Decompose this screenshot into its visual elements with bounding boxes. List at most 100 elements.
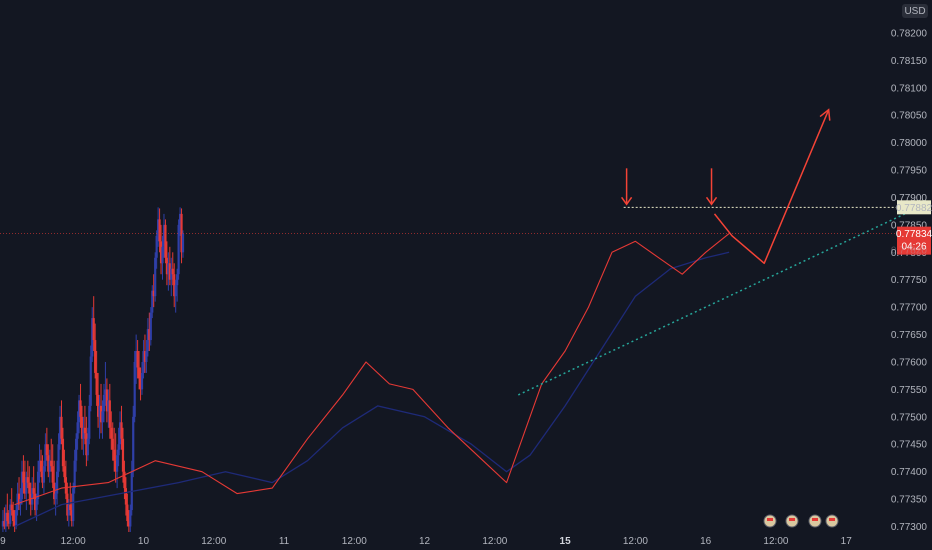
y-tick-label: 0.77500 xyxy=(891,412,928,423)
candle xyxy=(159,224,163,275)
candle xyxy=(158,208,161,253)
flag-event-icon[interactable] xyxy=(808,514,822,528)
candle-body xyxy=(38,460,41,472)
candle-body xyxy=(107,400,110,412)
candle xyxy=(104,361,107,406)
candle xyxy=(107,389,110,428)
candle-body xyxy=(104,389,107,395)
candle-body xyxy=(111,438,114,450)
x-tick-label: 17 xyxy=(841,536,853,547)
candle xyxy=(72,482,75,527)
candle xyxy=(80,405,84,450)
candle xyxy=(32,466,35,500)
candle xyxy=(143,334,147,373)
candle-body xyxy=(146,329,149,352)
x-tick-label: 12:00 xyxy=(482,536,507,547)
candle xyxy=(86,427,89,461)
y-tick-label: 0.78000 xyxy=(891,138,928,149)
candle xyxy=(180,208,183,264)
candle-body xyxy=(76,422,79,439)
event-icon-stripe xyxy=(829,518,835,521)
candle xyxy=(4,504,7,532)
candle xyxy=(116,449,119,489)
candle xyxy=(173,263,176,308)
candle xyxy=(47,444,50,478)
candle-body xyxy=(96,394,100,417)
candle-body xyxy=(72,488,75,522)
candle xyxy=(137,351,141,390)
currency-badge[interactable]: USD xyxy=(902,4,928,18)
candle-body xyxy=(67,504,70,516)
candle xyxy=(54,482,57,516)
y-tick-label: 0.77300 xyxy=(891,522,928,533)
candle xyxy=(45,427,48,461)
candle-body xyxy=(142,351,145,373)
candle-body xyxy=(121,438,125,472)
candle xyxy=(151,285,154,319)
candle-body xyxy=(162,224,166,247)
y-tick-label: 0.78100 xyxy=(891,83,928,94)
flag-event-icon[interactable] xyxy=(763,514,777,528)
candle-body xyxy=(77,400,81,423)
candle xyxy=(17,477,21,511)
candle-body xyxy=(32,488,35,494)
candle xyxy=(95,351,98,406)
candle-body xyxy=(129,510,132,527)
candle xyxy=(88,394,91,445)
y-tick-label: 0.77750 xyxy=(891,275,928,286)
candle-body xyxy=(54,493,57,500)
y-tick-label: 0.77700 xyxy=(891,303,928,314)
candle-body xyxy=(99,405,103,423)
candle-body xyxy=(26,477,29,483)
candle xyxy=(101,400,104,439)
current-tag-bg xyxy=(897,226,931,255)
candle xyxy=(58,405,62,450)
candle-body xyxy=(19,499,22,505)
candle-body xyxy=(61,438,65,467)
hidden-level-label: 0.77820 xyxy=(891,245,928,256)
candle-body xyxy=(101,411,104,423)
y-tick-label: 0.78150 xyxy=(891,56,928,67)
candle-body xyxy=(22,471,25,483)
x-tick-label: 9 xyxy=(0,536,6,547)
candle-body xyxy=(168,263,171,280)
candle xyxy=(44,433,47,472)
candle-body xyxy=(158,219,161,242)
candle xyxy=(23,460,26,500)
candle xyxy=(63,449,66,483)
candle xyxy=(170,257,173,297)
candle-body xyxy=(127,521,130,527)
candle-body xyxy=(1,521,5,527)
candle-body xyxy=(44,444,47,467)
candle xyxy=(34,482,37,516)
flag-event-icon[interactable] xyxy=(825,514,839,528)
event-icon-stripe xyxy=(789,518,795,521)
candle-body xyxy=(157,219,160,236)
candle-body xyxy=(64,477,67,494)
candle xyxy=(135,334,138,384)
axes[interactable]: 0.78200 0.78150 0.78100 0.78050 0.78000 0.779… xyxy=(0,4,932,547)
candle-body xyxy=(48,460,51,472)
candle xyxy=(136,340,139,379)
candle xyxy=(89,345,92,412)
candle-body xyxy=(17,493,21,505)
candle xyxy=(113,427,116,472)
candle-body xyxy=(167,263,170,275)
candle-body xyxy=(7,521,10,524)
candle-body xyxy=(83,427,87,434)
candle-body xyxy=(35,499,38,511)
y-tick-label: 0.77950 xyxy=(891,166,928,177)
candle xyxy=(126,493,129,527)
flag-event-icon[interactable] xyxy=(785,514,799,528)
candle-body xyxy=(66,493,69,516)
candle-body xyxy=(174,285,177,297)
candle-body xyxy=(110,427,113,439)
candle-body xyxy=(86,438,89,456)
resistance-tag-text: 0.77882 xyxy=(896,203,932,214)
candle-body xyxy=(114,460,117,472)
candle xyxy=(129,504,132,532)
candle xyxy=(25,471,28,511)
ma-fast-line xyxy=(14,233,730,506)
